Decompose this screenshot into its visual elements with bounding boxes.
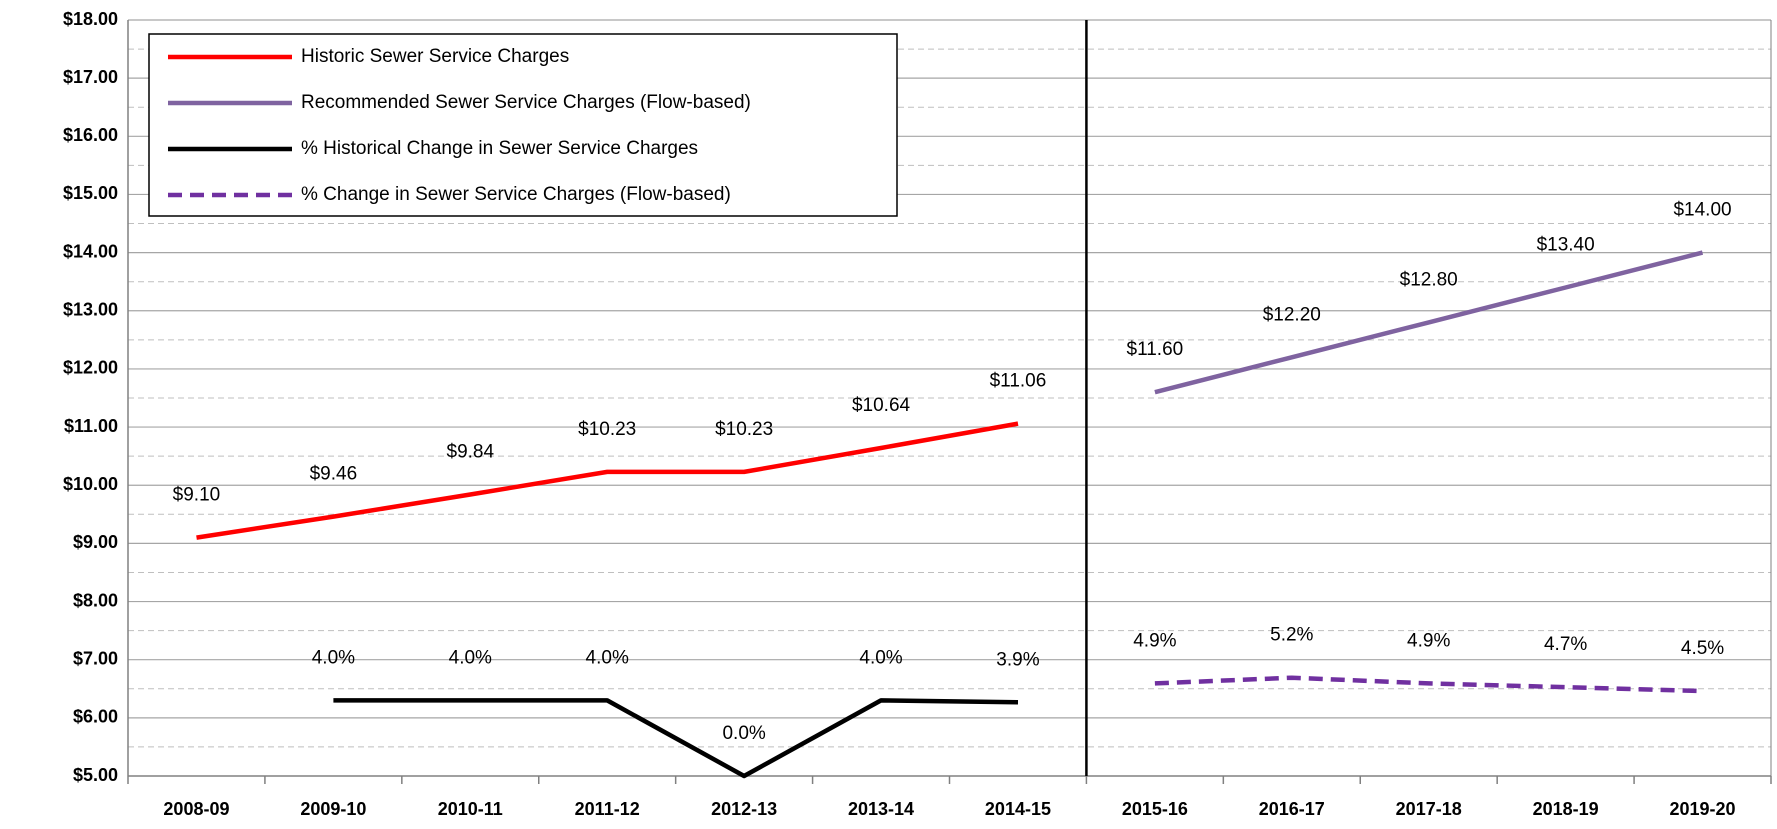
y-tick-label: $16.00 xyxy=(63,125,118,145)
x-tick-label: 2010-11 xyxy=(438,799,503,819)
data-label: $11.60 xyxy=(1127,339,1184,360)
data-label: $11.06 xyxy=(990,371,1047,392)
x-tick-label: 2016-17 xyxy=(1259,799,1325,819)
y-tick-label: $18.00 xyxy=(63,9,118,29)
y-tick-label: $7.00 xyxy=(73,648,118,668)
y-tick-label: $10.00 xyxy=(63,474,118,494)
data-label: $10.23 xyxy=(715,419,773,440)
y-tick-label: $5.00 xyxy=(73,765,118,785)
y-tick-label: $14.00 xyxy=(63,241,118,261)
data-label: 4.7% xyxy=(1544,634,1587,655)
data-label: $9.84 xyxy=(447,442,495,463)
y-tick-label: $15.00 xyxy=(63,183,118,203)
x-tick-label: 2012-13 xyxy=(711,799,777,819)
data-label: 0.0% xyxy=(722,723,765,744)
data-label: $9.10 xyxy=(173,485,221,506)
y-tick-label: $9.00 xyxy=(73,532,118,552)
data-label: $10.23 xyxy=(578,419,636,440)
data-label: 4.0% xyxy=(586,647,629,668)
data-label: 5.2% xyxy=(1270,625,1313,646)
data-label: 3.9% xyxy=(996,649,1039,670)
y-tick-label: $6.00 xyxy=(73,707,118,727)
y-tick-label: $13.00 xyxy=(63,300,118,320)
x-tick-label: 2013-14 xyxy=(848,799,914,819)
x-tick-label: 2017-18 xyxy=(1396,799,1462,819)
data-label: 4.0% xyxy=(449,647,492,668)
legend-label: Historic Sewer Service Charges xyxy=(301,46,569,67)
data-label: $13.40 xyxy=(1537,235,1595,256)
x-tick-label: 2009-10 xyxy=(300,799,366,819)
y-tick-label: $11.00 xyxy=(64,416,118,436)
data-label: 4.5% xyxy=(1681,638,1724,659)
x-tick-label: 2015-16 xyxy=(1122,799,1188,819)
data-label: $9.46 xyxy=(310,464,358,485)
x-tick-label: 2011-12 xyxy=(575,799,640,819)
data-label: $10.64 xyxy=(852,395,911,416)
x-tick-label: 2008-09 xyxy=(163,799,229,819)
x-tick-label: 2019-20 xyxy=(1670,799,1736,819)
series-line xyxy=(333,698,1019,779)
series-line xyxy=(1154,250,1704,395)
y-tick-label: $12.00 xyxy=(63,358,118,378)
legend-label: Recommended Sewer Service Charges (Flow-… xyxy=(301,92,751,113)
x-tick-label: 2018-19 xyxy=(1533,799,1599,819)
data-label: 4.0% xyxy=(859,647,902,668)
series-line xyxy=(1154,675,1703,694)
data-label: 4.0% xyxy=(312,647,355,668)
legend-label: % Change in Sewer Service Charges (Flow-… xyxy=(301,184,731,205)
series-line xyxy=(196,421,1019,540)
y-tick-label: $8.00 xyxy=(73,590,118,610)
data-label: 4.9% xyxy=(1133,630,1176,651)
data-label: $12.80 xyxy=(1400,269,1458,290)
legend: Historic Sewer Service Charges Recommende… xyxy=(148,33,898,217)
legend-label: % Historical Change in Sewer Service Cha… xyxy=(301,138,698,159)
data-label: $14.00 xyxy=(1673,200,1731,221)
legend-box xyxy=(148,33,898,217)
y-tick-label: $17.00 xyxy=(63,67,118,87)
x-tick-label: 2014-15 xyxy=(985,799,1051,819)
data-label: $12.20 xyxy=(1263,304,1321,325)
data-label: 4.9% xyxy=(1407,630,1450,651)
